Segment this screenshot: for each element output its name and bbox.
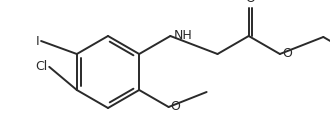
Text: O: O (282, 47, 292, 60)
Text: I: I (36, 34, 39, 47)
Text: Cl: Cl (35, 60, 47, 73)
Text: O: O (246, 0, 255, 5)
Text: NH: NH (173, 30, 192, 43)
Text: O: O (171, 100, 181, 113)
